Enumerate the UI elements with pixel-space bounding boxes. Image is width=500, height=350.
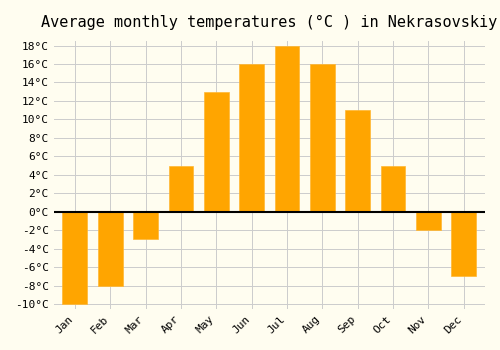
Bar [62, 212, 87, 304]
Bar [168, 166, 194, 212]
Bar [274, 46, 299, 212]
Bar [310, 64, 334, 212]
Bar [346, 110, 370, 212]
Bar [452, 212, 476, 276]
Bar [204, 92, 229, 212]
Title: Average monthly temperatures (°C ) in Nekrasovskiy: Average monthly temperatures (°C ) in Ne… [41, 15, 498, 30]
Bar [416, 212, 441, 230]
Bar [239, 64, 264, 212]
Bar [380, 166, 406, 212]
Bar [98, 212, 122, 286]
Bar [133, 212, 158, 239]
